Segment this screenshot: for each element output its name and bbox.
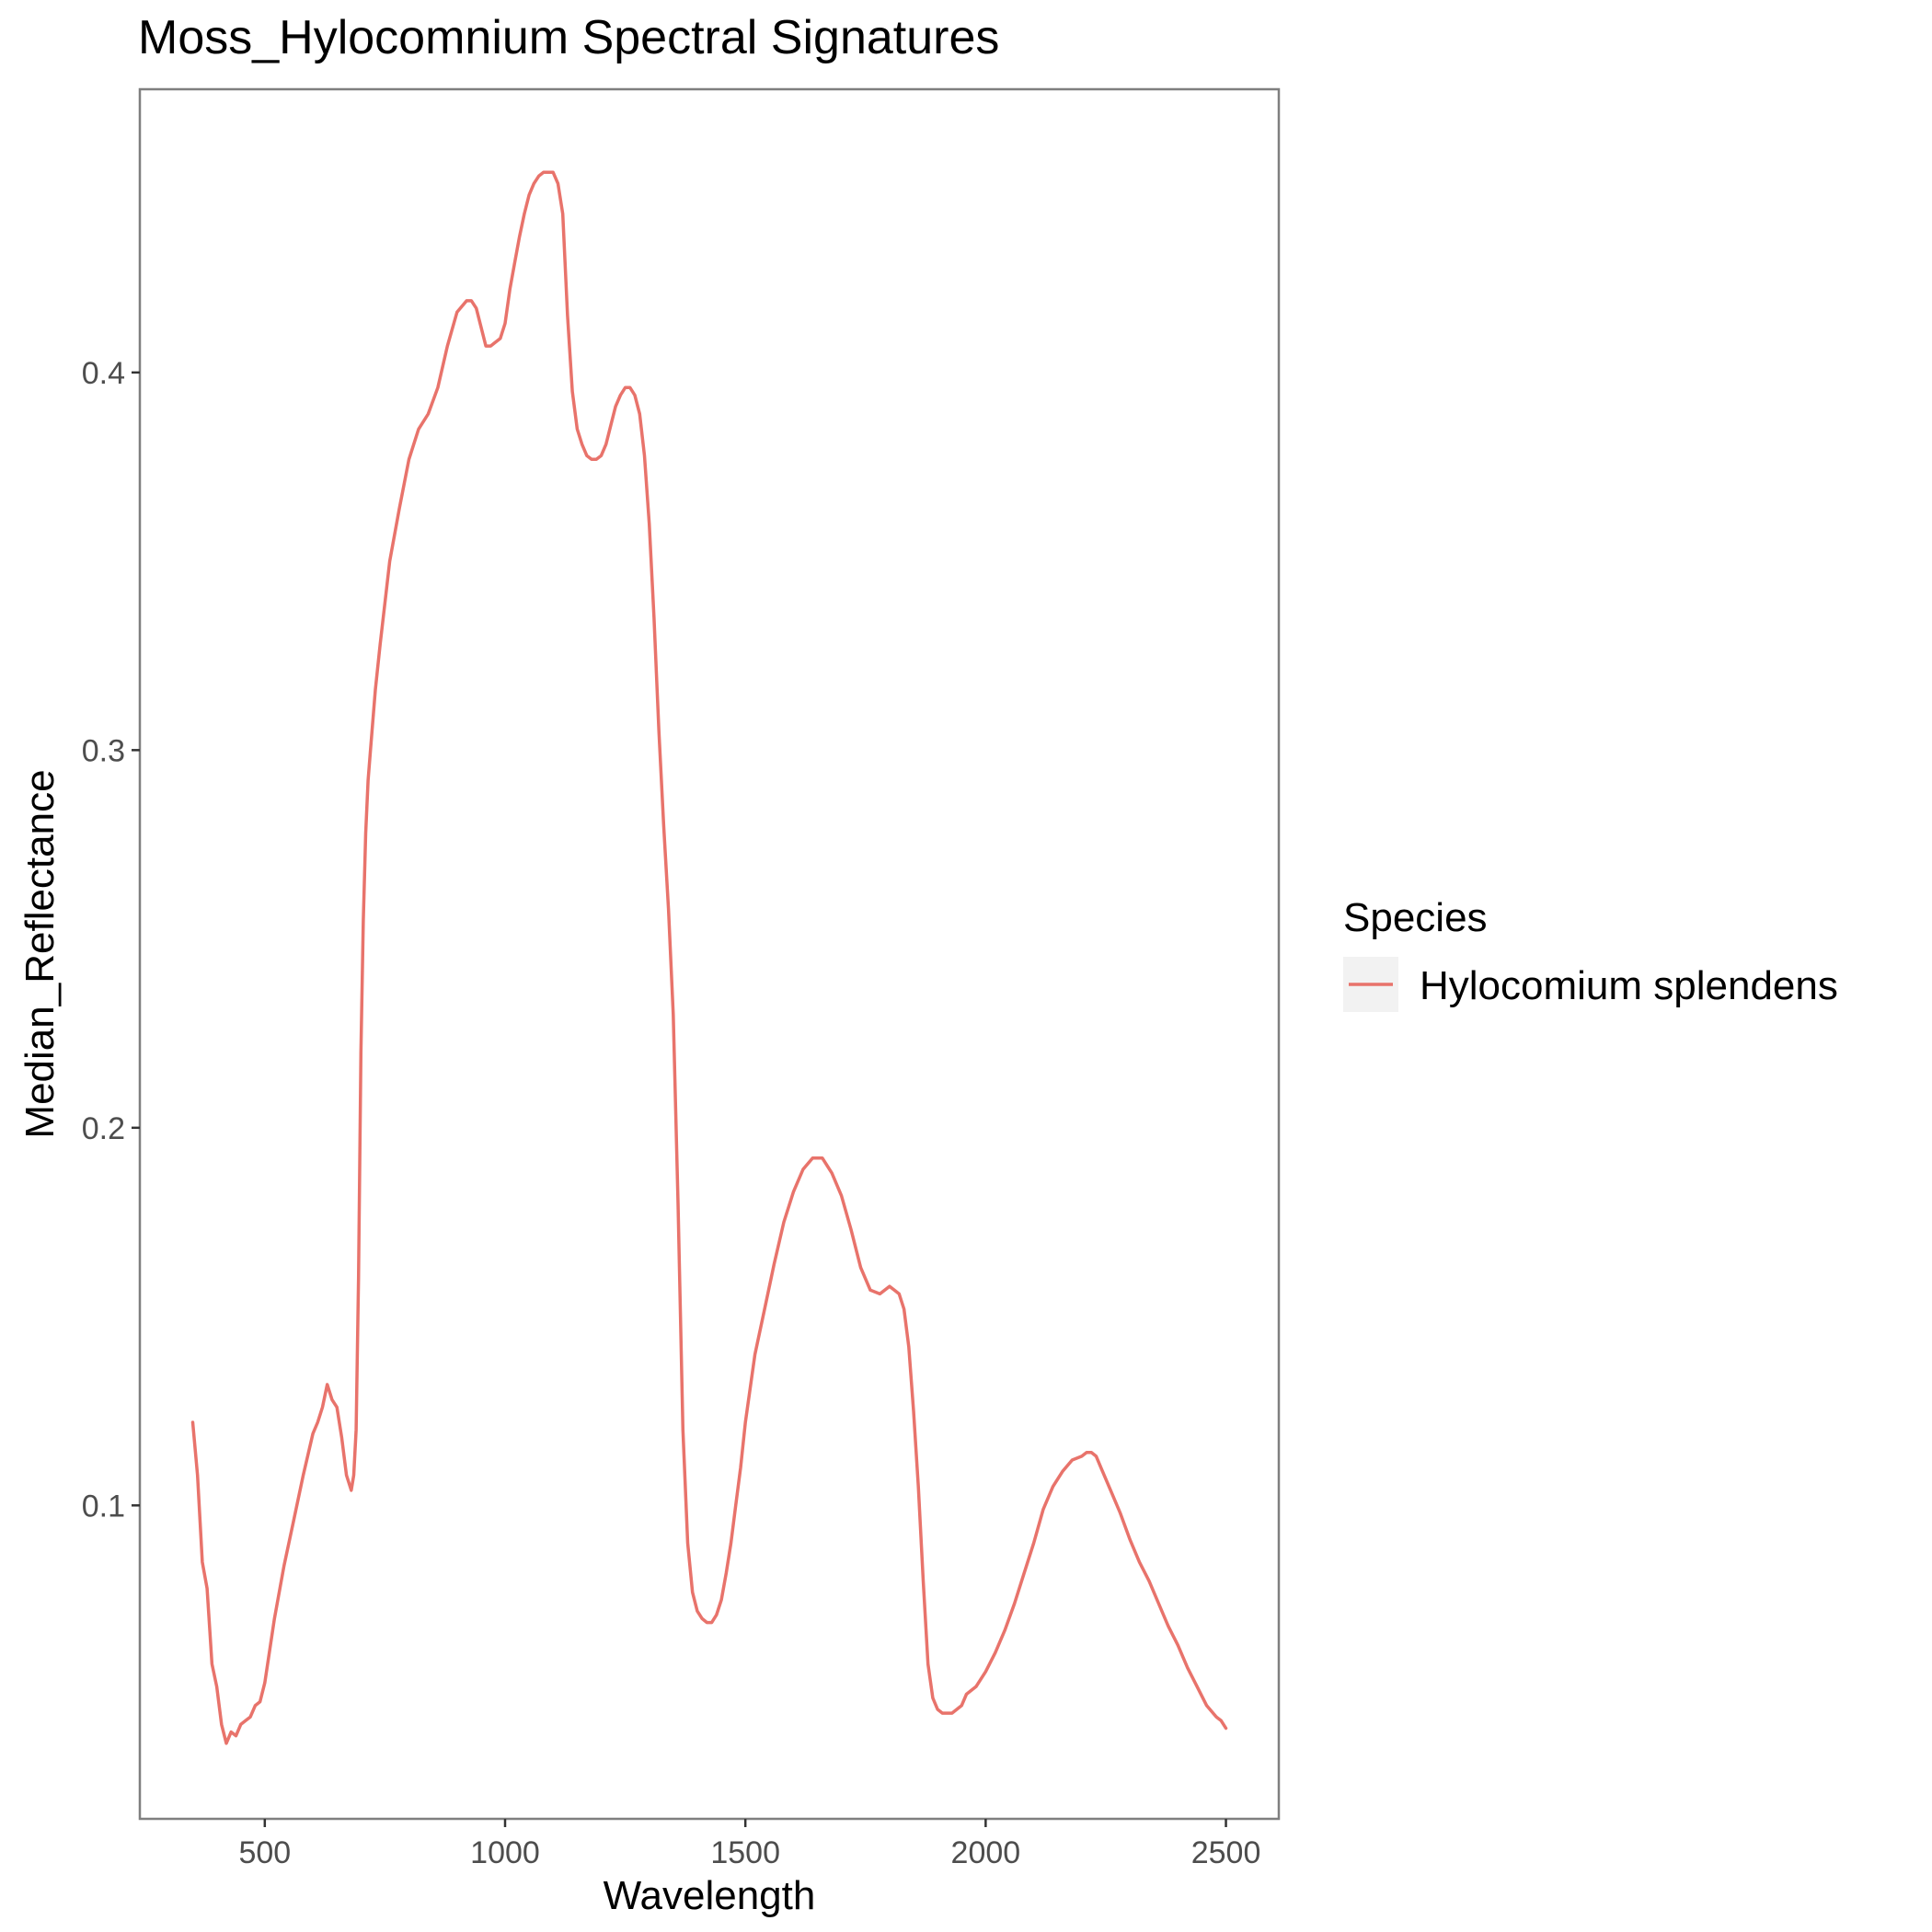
x-tick-label: 1500: [710, 1835, 780, 1870]
series-layer: [190, 170, 1228, 1745]
y-tick-label: 0.1: [82, 1489, 125, 1524]
x-axis: 500 1000 1500 2000 2500: [238, 1819, 1260, 1870]
y-axis-title: Median_Reflectance: [17, 769, 63, 1138]
y-tick-label: 0.2: [82, 1111, 125, 1146]
plot-panel: [138, 87, 1281, 1821]
chart-title: Moss_Hylocomnium Spectral Signatures: [138, 11, 999, 64]
y-tick-label: 0.3: [82, 733, 125, 768]
x-tick-label: 2500: [1191, 1835, 1261, 1870]
y-tick-label: 0.4: [82, 356, 125, 391]
x-axis-title: Wavelength: [604, 1873, 816, 1918]
legend: Species Hylocomium splendens: [1343, 895, 1838, 1012]
x-tick-label: 2000: [951, 1835, 1021, 1870]
series-line-0: [190, 170, 1228, 1745]
legend-title: Species: [1343, 895, 1488, 940]
y-axis: 0.1 0.2 0.3 0.4: [82, 356, 140, 1524]
x-tick-label: 500: [238, 1835, 291, 1870]
legend-label: Hylocomium splendens: [1420, 963, 1838, 1008]
x-tick-label: 1000: [470, 1835, 540, 1870]
